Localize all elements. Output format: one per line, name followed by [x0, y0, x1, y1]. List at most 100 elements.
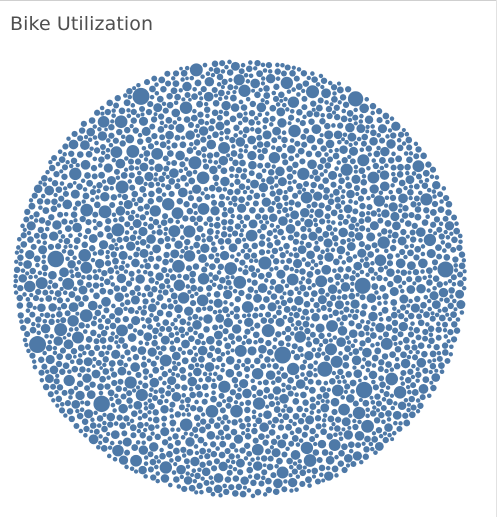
bike-bubble[interactable]: [275, 401, 281, 406]
bike-bubble[interactable]: [239, 422, 246, 430]
bike-bubble[interactable]: [96, 182, 103, 189]
bike-bubble[interactable]: [134, 310, 140, 315]
bike-bubble[interactable]: [129, 184, 136, 191]
bike-bubble[interactable]: [358, 378, 362, 383]
bike-bubble[interactable]: [202, 62, 208, 68]
bike-bubble[interactable]: [258, 412, 263, 418]
bike-bubble[interactable]: [127, 94, 133, 100]
bike-bubble[interactable]: [234, 237, 242, 245]
bike-bubble[interactable]: [316, 308, 321, 313]
bike-bubble[interactable]: [262, 130, 272, 140]
bike-bubble[interactable]: [184, 245, 189, 251]
bike-bubble[interactable]: [390, 183, 395, 188]
bike-bubble[interactable]: [418, 190, 423, 196]
bike-bubble[interactable]: [206, 430, 216, 440]
bike-bubble[interactable]: [383, 390, 390, 398]
bike-bubble[interactable]: [383, 203, 389, 208]
bike-bubble[interactable]: [450, 246, 457, 253]
bike-bubble[interactable]: [42, 289, 49, 296]
bike-bubble[interactable]: [311, 124, 322, 135]
bike-bubble[interactable]: [233, 305, 241, 313]
bike-bubble[interactable]: [118, 337, 125, 344]
bike-bubble[interactable]: [192, 169, 198, 175]
bike-bubble[interactable]: [118, 107, 126, 115]
bike-bubble[interactable]: [179, 161, 186, 168]
bike-bubble[interactable]: [329, 231, 335, 236]
bike-bubble[interactable]: [213, 67, 221, 75]
bike-bubble[interactable]: [359, 310, 367, 317]
bike-bubble[interactable]: [213, 160, 219, 165]
bike-bubble[interactable]: [48, 318, 55, 326]
bike-bubble[interactable]: [129, 225, 134, 231]
bike-bubble[interactable]: [186, 147, 194, 154]
bike-bubble[interactable]: [147, 303, 157, 313]
bike-bubble[interactable]: [56, 297, 64, 304]
bike-bubble[interactable]: [332, 91, 337, 96]
bike-bubble[interactable]: [62, 152, 67, 157]
bike-bubble[interactable]: [209, 345, 215, 352]
bike-bubble[interactable]: [336, 86, 344, 94]
bike-bubble[interactable]: [61, 248, 67, 254]
bike-bubble[interactable]: [309, 308, 315, 314]
bike-bubble[interactable]: [141, 440, 146, 445]
bike-bubble[interactable]: [115, 398, 122, 405]
bike-bubble[interactable]: [160, 303, 168, 310]
bike-bubble[interactable]: [268, 429, 276, 436]
bike-bubble[interactable]: [377, 232, 382, 237]
bike-bubble[interactable]: [155, 478, 160, 484]
bike-bubble[interactable]: [258, 480, 265, 487]
bike-bubble[interactable]: [183, 250, 196, 262]
bike-bubble[interactable]: [152, 409, 159, 416]
bike-bubble[interactable]: [341, 260, 347, 265]
bike-bubble[interactable]: [321, 351, 326, 356]
bike-bubble[interactable]: [200, 86, 207, 93]
bike-bubble[interactable]: [277, 439, 287, 449]
bike-bubble[interactable]: [47, 339, 53, 345]
bike-bubble[interactable]: [263, 92, 271, 99]
bike-bubble[interactable]: [382, 293, 389, 300]
bike-bubble[interactable]: [228, 484, 235, 491]
bike-bubble[interactable]: [77, 279, 84, 286]
bike-bubble[interactable]: [450, 311, 457, 319]
bike-bubble[interactable]: [377, 217, 384, 224]
bike-bubble[interactable]: [224, 135, 230, 140]
bike-bubble[interactable]: [167, 150, 174, 157]
bike-bubble[interactable]: [124, 299, 131, 306]
bike-bubble[interactable]: [157, 113, 165, 120]
bike-bubble[interactable]: [147, 270, 154, 277]
bike-bubble[interactable]: [189, 300, 197, 307]
bike-bubble[interactable]: [245, 201, 250, 207]
bike-bubble[interactable]: [297, 167, 310, 180]
bike-bubble[interactable]: [93, 428, 100, 435]
bike-bubble[interactable]: [137, 421, 144, 429]
bike-bubble[interactable]: [389, 194, 397, 202]
bike-bubble[interactable]: [180, 174, 187, 182]
bike-bubble[interactable]: [324, 252, 334, 262]
bike-bubble[interactable]: [147, 347, 157, 357]
bike-bubble[interactable]: [89, 422, 97, 429]
bike-bubble[interactable]: [369, 332, 377, 339]
bike-bubble[interactable]: [271, 90, 277, 96]
bike-bubble[interactable]: [323, 380, 329, 386]
bike-bubble[interactable]: [223, 300, 228, 305]
bike-bubble[interactable]: [187, 326, 194, 333]
bike-bubble[interactable]: [206, 448, 212, 453]
bike-bubble[interactable]: [77, 135, 84, 142]
bike-bubble[interactable]: [308, 118, 315, 125]
bike-bubble[interactable]: [82, 373, 92, 383]
bike-bubble[interactable]: [102, 362, 107, 368]
bike-bubble[interactable]: [245, 293, 252, 300]
bike-bubble[interactable]: [423, 233, 437, 247]
bike-bubble[interactable]: [364, 97, 370, 102]
bike-bubble[interactable]: [45, 344, 53, 352]
bike-bubble[interactable]: [410, 236, 417, 243]
bike-bubble[interactable]: [400, 351, 407, 359]
bike-bubble[interactable]: [443, 229, 448, 235]
bike-bubble[interactable]: [219, 60, 226, 67]
bike-bubble[interactable]: [395, 258, 406, 269]
bike-bubble[interactable]: [236, 203, 247, 213]
bike-bubble[interactable]: [115, 206, 126, 216]
bike-bubble[interactable]: [164, 242, 172, 250]
bike-bubble[interactable]: [166, 450, 173, 458]
bike-bubble[interactable]: [132, 230, 138, 235]
